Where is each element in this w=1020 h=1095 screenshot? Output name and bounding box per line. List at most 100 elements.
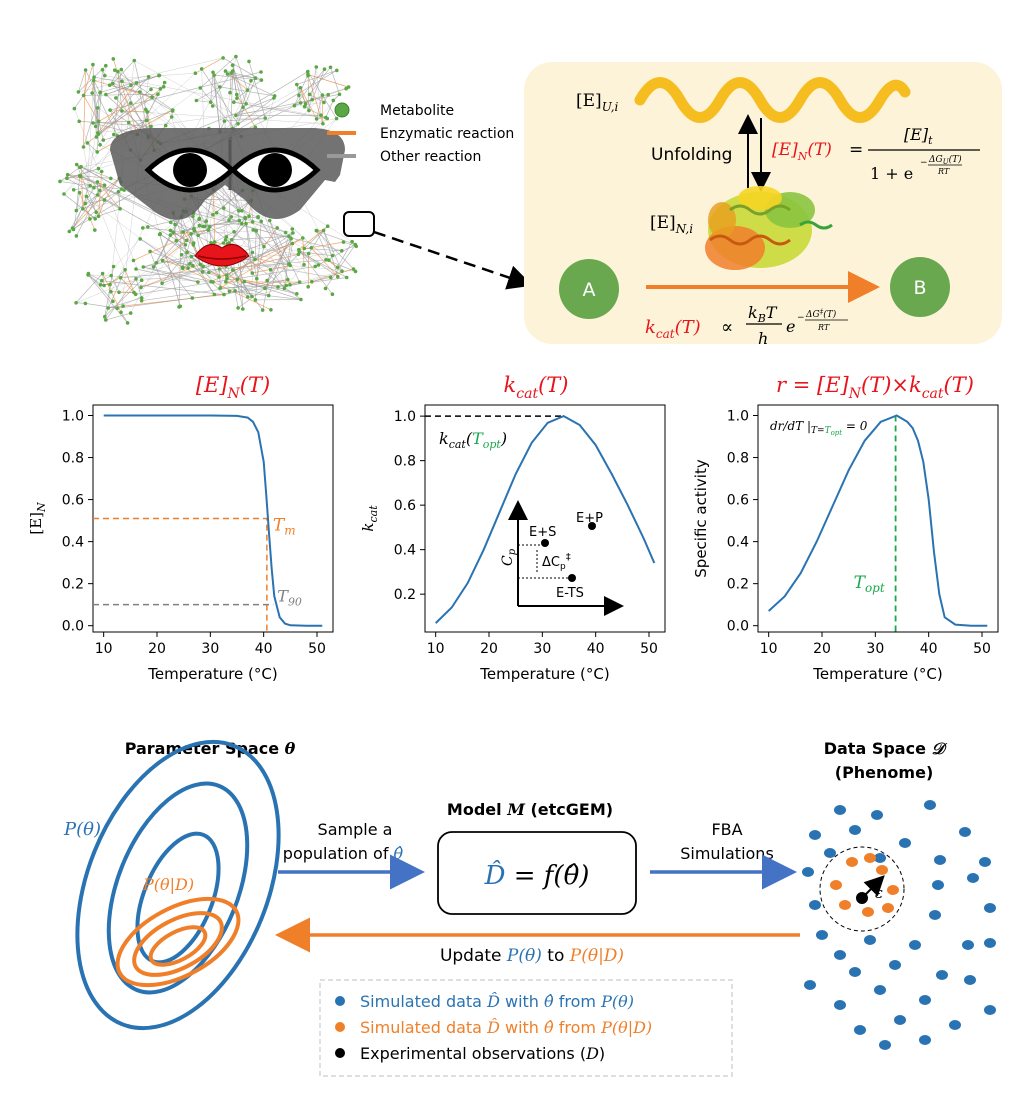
network-edge bbox=[100, 263, 290, 286]
network-edge bbox=[256, 246, 265, 279]
network-edge bbox=[135, 268, 198, 283]
network-node bbox=[184, 238, 189, 243]
network-edge bbox=[104, 178, 120, 201]
network-node bbox=[217, 275, 221, 279]
network-node bbox=[259, 70, 263, 74]
fba-label-line1: FBA bbox=[711, 820, 742, 839]
y-axis-label: kcat bbox=[359, 505, 380, 532]
network-node bbox=[83, 301, 88, 306]
network-node bbox=[198, 86, 203, 90]
network-node bbox=[99, 169, 104, 174]
legend-metabolite-label: Metabolite bbox=[380, 103, 454, 119]
network-node bbox=[198, 262, 203, 267]
sample-label-line2: population of θ̂ bbox=[283, 844, 404, 863]
network-edge bbox=[78, 57, 224, 93]
network-node bbox=[341, 240, 346, 244]
y-axis-label: [E]N bbox=[27, 502, 48, 535]
prior-data-point bbox=[909, 940, 921, 950]
network-edge bbox=[74, 108, 142, 281]
network-node bbox=[232, 100, 236, 104]
y-tick-label: 0.0 bbox=[62, 619, 84, 635]
network-edge bbox=[288, 243, 293, 264]
network-node bbox=[265, 278, 269, 283]
network-edge bbox=[87, 142, 98, 153]
network-node bbox=[334, 116, 339, 121]
network-node bbox=[212, 73, 216, 77]
network-edge bbox=[101, 238, 141, 281]
network-edge bbox=[232, 65, 244, 108]
posterior-data-point bbox=[887, 885, 899, 895]
model-formula: D̂ = f(θ̂) bbox=[484, 860, 590, 891]
network-edge bbox=[325, 100, 334, 118]
network-node bbox=[218, 286, 223, 290]
network-node bbox=[229, 238, 234, 242]
legend-prior-label: Simulated data D̂ with θ̂ from P(θ) bbox=[360, 992, 634, 1011]
network-edge bbox=[235, 103, 247, 116]
network-node bbox=[115, 306, 119, 311]
network-node bbox=[191, 214, 195, 219]
network-legend: Metabolite Enzymatic reaction Other reac… bbox=[327, 102, 514, 165]
network-node bbox=[253, 257, 257, 262]
network-node bbox=[269, 308, 273, 312]
product-node-b bbox=[890, 257, 950, 317]
network-node bbox=[246, 295, 250, 299]
network-node bbox=[247, 214, 251, 218]
network-edge bbox=[237, 279, 301, 300]
model-box bbox=[437, 831, 637, 915]
network-node bbox=[223, 238, 228, 242]
network-edge bbox=[103, 277, 121, 286]
network-edge bbox=[302, 237, 305, 265]
network-node bbox=[154, 261, 159, 265]
network-node bbox=[291, 231, 295, 235]
network-node bbox=[314, 117, 319, 121]
network-node bbox=[93, 124, 98, 129]
network-node bbox=[225, 276, 229, 281]
network-edge bbox=[248, 61, 266, 119]
network-node bbox=[321, 228, 326, 233]
prior-data-point bbox=[809, 830, 821, 840]
network-node bbox=[227, 289, 232, 294]
network-node bbox=[267, 218, 272, 223]
prior-data-point bbox=[934, 855, 946, 865]
network-node bbox=[92, 185, 96, 190]
network-edge bbox=[87, 274, 128, 324]
network-node bbox=[151, 265, 156, 269]
network-edge bbox=[231, 217, 246, 240]
network-node bbox=[128, 311, 133, 315]
network-node bbox=[288, 283, 292, 287]
network-node bbox=[141, 226, 145, 230]
network-node bbox=[181, 230, 185, 234]
network-node bbox=[234, 113, 238, 118]
prior-data-point bbox=[809, 900, 821, 910]
network-node bbox=[71, 188, 76, 192]
network-edge bbox=[120, 259, 327, 279]
network-node bbox=[109, 273, 113, 278]
network-edge bbox=[141, 279, 288, 302]
native-fraction-equation: [E]N(T) = [E]t 1 + e − ΔGU(T) RT bbox=[772, 125, 980, 183]
network-node bbox=[71, 227, 76, 232]
network-node bbox=[206, 228, 210, 232]
network-edge bbox=[245, 217, 286, 233]
network-edge bbox=[149, 251, 163, 284]
network-node bbox=[81, 207, 85, 211]
network-edge bbox=[124, 269, 135, 293]
network-node bbox=[208, 100, 213, 104]
network-node bbox=[290, 241, 295, 246]
network-node bbox=[146, 75, 151, 79]
inset-point bbox=[568, 574, 576, 582]
network-node bbox=[199, 67, 204, 71]
network-node bbox=[306, 72, 310, 77]
network-edge bbox=[236, 79, 262, 99]
y-tick-label: 0.2 bbox=[394, 587, 416, 603]
network-node bbox=[149, 124, 153, 129]
network-node bbox=[240, 221, 244, 226]
network-node bbox=[302, 104, 307, 109]
prior-data-point bbox=[879, 1040, 891, 1050]
network-node bbox=[330, 253, 335, 258]
svg-text:−: − bbox=[797, 313, 805, 323]
network-node bbox=[103, 73, 107, 78]
network-node bbox=[190, 296, 195, 300]
network-node bbox=[129, 83, 133, 88]
network-node bbox=[228, 90, 232, 95]
network-node bbox=[222, 206, 226, 210]
